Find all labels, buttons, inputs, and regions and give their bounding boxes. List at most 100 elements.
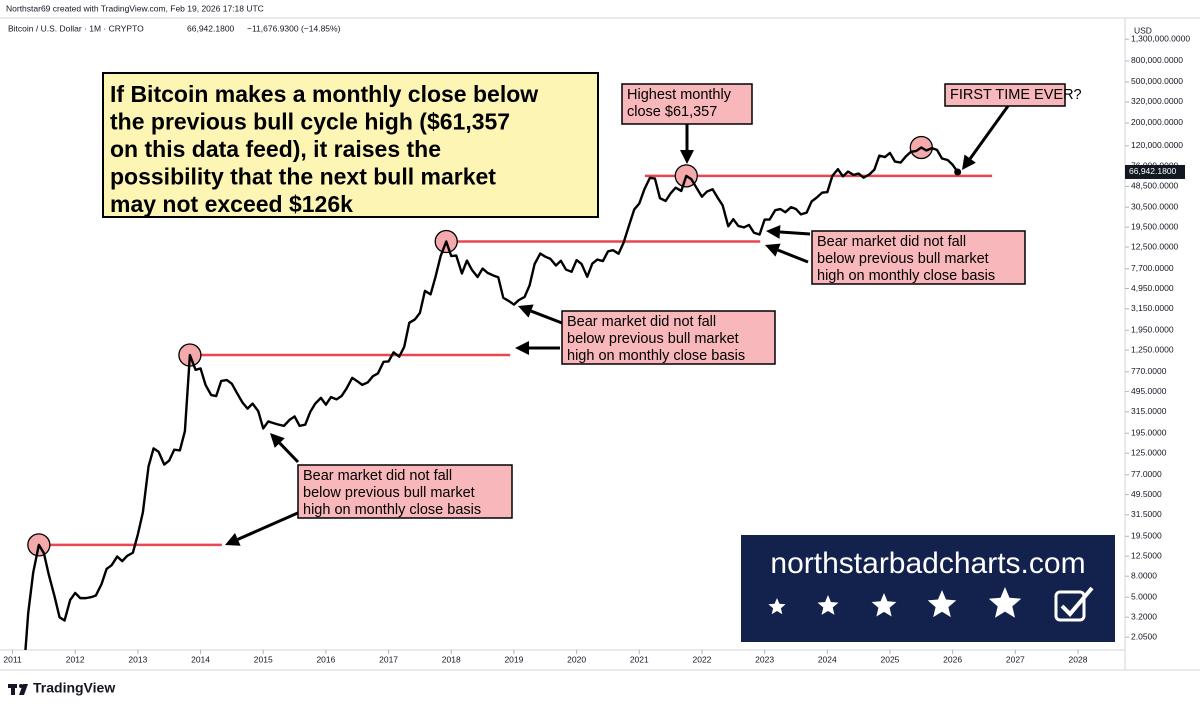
y-tick-label: 1,250.0000 (1131, 344, 1174, 354)
x-tick-label: 2018 (442, 654, 461, 664)
x-tick-label: 2017 (379, 654, 398, 664)
y-tick-label: 3,150.0000 (1131, 303, 1174, 313)
y-tick-label: 30,500.0000 (1131, 201, 1179, 211)
arrow-shaft (777, 248, 809, 264)
arrow-shaft (968, 105, 1010, 160)
x-tick-label: 2020 (567, 654, 586, 664)
y-tick-label: 1,300,000.0000 (1131, 33, 1190, 43)
watermark-star (871, 593, 897, 617)
x-tick-label: 2026 (943, 654, 962, 664)
watermark-check (1060, 586, 1094, 617)
arrow-head (518, 304, 534, 318)
watermark-star (817, 595, 839, 615)
y-tick-label: 800,000.0000 (1131, 55, 1183, 65)
x-tick-label: 2023 (755, 654, 774, 664)
y-tick-label: 31.5000 (1131, 509, 1162, 519)
x-tick-label: 2027 (1006, 654, 1025, 664)
y-tick-label: 77.0000 (1131, 469, 1162, 479)
arrow-shaft (530, 309, 563, 325)
annotation-box (621, 83, 753, 125)
y-tick-label: 770.0000 (1131, 366, 1167, 376)
y-tick-label: 120,000.0000 (1131, 140, 1183, 150)
y-tick-label: 7,700.0000 (1131, 263, 1174, 273)
footer-brand: TradingView (33, 680, 115, 696)
x-tick-label: 2028 (1069, 654, 1088, 664)
y-tick-label: 12.5000 (1131, 550, 1162, 560)
y-tick-label: 5.0000 (1131, 591, 1157, 601)
y-tick-label: 125.0000 (1131, 447, 1167, 457)
y-tick-label: 2.0500 (1131, 631, 1157, 641)
y-tick-label: 500,000.0000 (1131, 76, 1183, 86)
annotation-box (561, 310, 776, 365)
x-tick-label: 2021 (630, 654, 649, 664)
annotation-box (297, 464, 513, 519)
x-tick-label: 2016 (316, 654, 335, 664)
footer-logo (8, 684, 28, 695)
annotation-line: Bear market did not fall (817, 234, 966, 250)
price-line (24, 146, 959, 650)
watermark-star (768, 598, 786, 615)
annotation-line: below previous bull market (567, 331, 739, 347)
x-tick-label: 2019 (504, 654, 523, 664)
annotation-line: Bear market did not fall (303, 468, 452, 484)
price-change: −11,676.9300 (−14.85%) (247, 23, 341, 33)
y-tick-label: 195.0000 (1131, 428, 1167, 438)
watermark-box (741, 535, 1115, 642)
y-tick-label: 12,500.0000 (1131, 241, 1179, 251)
arrow-head (962, 154, 976, 170)
x-tick-label: 2014 (191, 654, 210, 664)
watermark-check-box (1054, 590, 1086, 622)
y-tick-label: 48,500.0000 (1131, 181, 1179, 191)
arrow-head (680, 150, 694, 164)
symbol: Bitcoin / U.S. Dollar · 1M · CRYPTO (8, 23, 144, 33)
arrow-head (270, 433, 285, 448)
arrow-shaft (779, 230, 811, 236)
title-line: may not exceed $126k (110, 191, 353, 217)
annotation-line: high on monthly close basis (567, 348, 745, 364)
y-tick-label: 3.2000 (1131, 611, 1157, 621)
x-tick-label: 2025 (881, 654, 900, 664)
price-tag-label: 66,942.1800 (1129, 166, 1177, 176)
annotation-line: below previous bull market (303, 485, 475, 501)
x-tick-label: 2024 (818, 654, 837, 664)
arrow-head (765, 243, 781, 257)
credit: Northstar69 created with TradingView.com… (6, 3, 264, 13)
y-tick-label: 49.5000 (1131, 489, 1162, 499)
annotation-line: high on monthly close basis (303, 502, 481, 518)
arrow-head (766, 224, 781, 239)
overlay: If Bitcoin makes a monthly close belowth… (102, 72, 1115, 642)
y-tick-label: 8.0000 (1131, 570, 1157, 580)
annotation-line: FIRST TIME EVER? (950, 87, 1082, 103)
watermark-star (988, 587, 1022, 618)
watermark-star (927, 590, 957, 618)
y-tick-label: 19.5000 (1131, 531, 1162, 541)
annotation-line: Highest monthly (627, 87, 732, 103)
title-line: on this data feed), it raises the (110, 136, 441, 162)
title-line: possibility that the next bull market (110, 164, 496, 190)
x-tick-label: 2012 (66, 654, 85, 664)
annotation-line: close $61,357 (627, 104, 717, 120)
price-tag (1125, 164, 1185, 179)
y-tick-label: 200,000.0000 (1131, 117, 1183, 127)
y-tick-label: 315.0000 (1131, 406, 1167, 416)
title-box (102, 72, 599, 218)
arrow-shaft (278, 442, 300, 464)
annotation-line: below previous bull market (817, 251, 989, 267)
title-line: If Bitcoin makes a monthly close below (110, 81, 538, 107)
last-point (954, 168, 962, 176)
plot (24, 135, 993, 650)
last-price: 66,942.1800 (187, 23, 235, 33)
x-tick-label: 2013 (128, 654, 147, 664)
y-tick-label: 1,950.0000 (1131, 324, 1174, 334)
title-line: the previous bull cycle high ($61,357 (110, 109, 510, 135)
y-tick-label: 320,000.0000 (1131, 96, 1183, 106)
y-tick-label: 4,950.0000 (1131, 283, 1174, 293)
x-tick-label: 2022 (692, 654, 711, 664)
y-tick-label: 495.0000 (1131, 386, 1167, 396)
watermark-text: northstarbadcharts.com (770, 547, 1085, 580)
x-tick-label: 2015 (254, 654, 273, 664)
annotation-line: Bear market did not fall (567, 314, 716, 330)
